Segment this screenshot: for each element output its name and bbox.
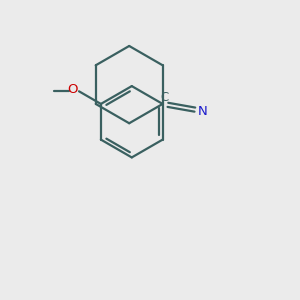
Text: C: C — [160, 91, 169, 104]
Text: O: O — [67, 83, 78, 96]
Text: N: N — [198, 105, 208, 118]
